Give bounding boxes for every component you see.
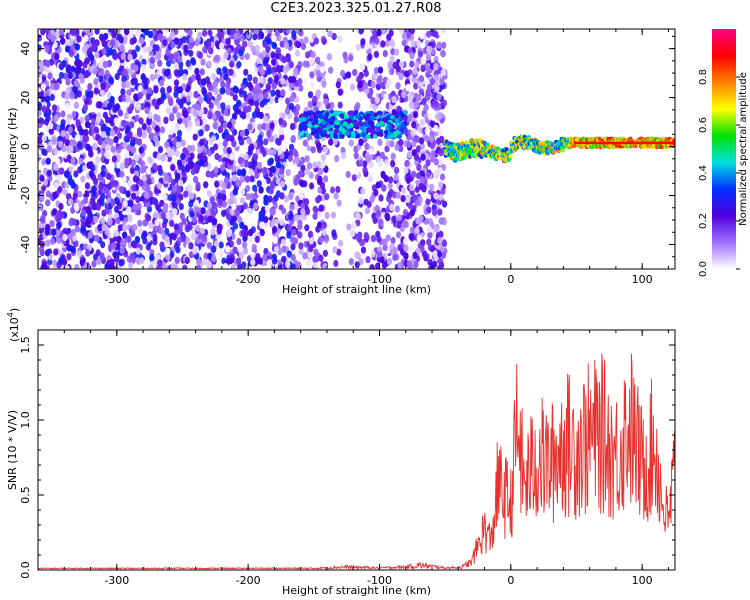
heatmap-ytick-label: 40 <box>19 42 32 56</box>
colorbar-tick-label: 0.0 <box>698 261 709 277</box>
snr-ytick-label: 0.0 <box>19 561 32 579</box>
heatmap-xtick-label: -200 <box>236 273 261 286</box>
heatmap-xtick-label: 100 <box>632 273 653 286</box>
snr-ylabel: SNR (10 * V/V) <box>6 410 19 490</box>
heatmap-ytick-label: -20 <box>19 187 32 205</box>
snr-ytick-label: 0.5 <box>19 486 32 504</box>
snr-ytick-label: 1.0 <box>19 411 32 429</box>
figure-title: C2E3.2023.325.01.27.R08 <box>270 1 442 16</box>
snr-xtick-label: -300 <box>104 574 129 587</box>
colorbar-tick-label: 0.6 <box>698 117 709 133</box>
heatmap-cells <box>38 29 675 269</box>
snr-series-line <box>38 353 675 570</box>
colorbar <box>712 29 736 269</box>
snr-xtick-label: 0 <box>507 574 514 587</box>
heatmap-frame <box>37 28 676 270</box>
heatmap-ytick-label: -40 <box>19 236 32 254</box>
snr-frame <box>37 329 676 571</box>
heatmap-ylabel: Frequency (Hz) <box>6 108 19 191</box>
snr-plot-area <box>38 353 675 570</box>
snr-scale-label: (x104) <box>6 308 21 342</box>
snr-xlabel: Height of straight line (km) <box>282 584 431 597</box>
heatmap-plot-area <box>38 29 675 269</box>
heatmap-ytick-label: 20 <box>19 91 32 105</box>
heatmap-ytick-label: 0 <box>19 143 32 150</box>
heatmap-xtick-label: 0 <box>507 273 514 286</box>
colorbar-tick-label: 0.2 <box>698 213 709 229</box>
colorbar-tick-label: 0.8 <box>698 69 709 85</box>
snr-xtick-label: -200 <box>236 574 261 587</box>
snr-xtick-label: -100 <box>367 574 392 587</box>
snr-ytick-label: 1.5 <box>19 336 32 354</box>
heatmap-xtick-label: -100 <box>367 273 392 286</box>
colorbar-tick-label: 0.4 <box>698 165 709 181</box>
snr-xtick-label: 100 <box>632 574 653 587</box>
heatmap-xlabel: Height of straight line (km) <box>282 283 431 296</box>
heatmap-xtick-label: -300 <box>104 273 129 286</box>
colorbar-label: Normalized spectral amplitude <box>738 72 749 226</box>
